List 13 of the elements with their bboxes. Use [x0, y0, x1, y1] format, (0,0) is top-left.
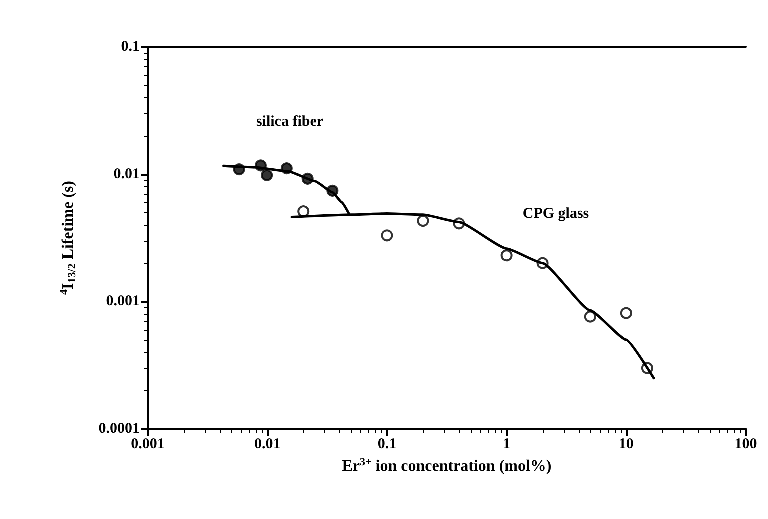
y-axis-title: 4I13/2 Lifetime (s) — [58, 181, 78, 295]
annotation: CPG glass — [522, 206, 590, 222]
x-tick-label: 0.1 — [378, 436, 397, 452]
x-tick-label: 100 — [734, 436, 758, 452]
x-tick-label: 0.01 — [254, 436, 281, 452]
x-tick-label: 0.001 — [131, 436, 165, 452]
x-tick-label: 1 — [503, 436, 511, 452]
annotation: silica fiber — [256, 114, 324, 130]
x-tick-label: 10 — [618, 436, 634, 452]
y-tick-label: 0.0001 — [98, 421, 140, 437]
y-tick-label: 0.1 — [121, 39, 140, 55]
y-tick-label: 0.01 — [114, 166, 140, 182]
y-tick-label: 0.001 — [106, 294, 140, 310]
